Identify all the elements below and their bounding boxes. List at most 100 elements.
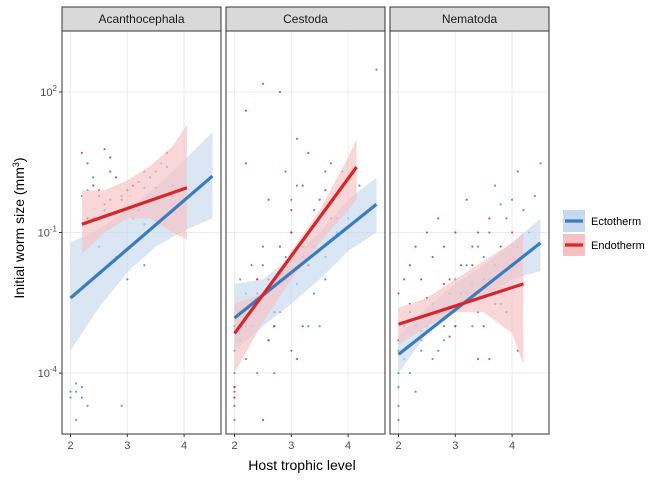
point-endotherm	[448, 335, 451, 338]
point-endotherm	[86, 162, 89, 165]
panel-nematoda: Nematoda 2 3 4	[389, 6, 550, 452]
point-ectotherm	[261, 264, 265, 267]
point-endotherm	[329, 162, 333, 165]
confidence-band-endotherm	[234, 138, 357, 373]
y-tick-label: 10-1	[38, 225, 58, 240]
y-axis-title: Initial worm size (mm3)	[11, 157, 27, 298]
point-ectotherm	[431, 357, 434, 361]
fit-line-endotherm	[398, 282, 524, 326]
point-ectotherm	[465, 264, 468, 267]
point-ectotherm	[126, 278, 129, 281]
point-endotherm	[442, 245, 446, 248]
point-endotherm	[267, 339, 270, 342]
x-axis-title: Host trophic level	[248, 457, 355, 473]
point-ectotherm	[86, 404, 89, 407]
panel-border	[225, 30, 386, 435]
point-ectotherm	[318, 325, 321, 328]
x-tick-label: 2	[231, 440, 237, 452]
point-endotherm	[403, 278, 406, 281]
point-endotherm	[256, 278, 259, 281]
point-endotherm	[488, 357, 491, 361]
point-endotherm	[250, 264, 253, 267]
panel-border	[389, 30, 550, 435]
point-ectotherm	[120, 404, 123, 407]
point-endotherm	[278, 245, 282, 248]
point-ectotherm	[397, 418, 400, 421]
point-endotherm	[476, 357, 480, 361]
y-axis-title-exponent: 3	[11, 162, 21, 167]
point-endotherm	[454, 325, 457, 328]
point-ectotherm	[375, 68, 378, 71]
point-ectotherm	[80, 386, 83, 389]
point-endotherm	[244, 162, 247, 165]
point-endotherm	[448, 278, 451, 281]
legend-label-endotherm: Endotherm	[591, 240, 645, 252]
facet-strip	[225, 6, 386, 32]
point-ectotherm	[244, 357, 247, 361]
point-ectotherm	[516, 170, 519, 173]
point-ectotherm	[312, 292, 316, 295]
x-tick-label: 3	[288, 440, 294, 452]
point-ectotherm	[437, 349, 440, 352]
point-endotherm	[397, 292, 400, 295]
point-ectotherm	[397, 371, 400, 375]
x-tick-label: 2	[67, 440, 73, 452]
point-endotherm	[471, 245, 474, 248]
point-ectotherm	[488, 231, 491, 234]
point-ectotherm	[295, 184, 299, 187]
y-axis-title-prefix: Initial worm size (	[11, 190, 27, 298]
point-ectotherm	[442, 325, 446, 328]
point-endotherm	[284, 170, 287, 173]
point-ectotherm	[471, 325, 474, 328]
panel-acanthocephala: Acanthocephala 2 3 4	[61, 6, 222, 452]
facet-panels: Acanthocephala 2 3 4 Cestoda 2 3 4 Nematoda 2 3 4	[61, 6, 550, 452]
gridlines	[390, 31, 549, 434]
point-endotherm	[80, 151, 83, 155]
fit-line-endotherm	[233, 166, 358, 335]
x-tick-label: 4	[181, 440, 187, 452]
point-ectotherm	[92, 176, 95, 179]
point-ectotherm	[75, 382, 78, 385]
point-endotherm	[267, 198, 270, 201]
x-tick-label: 4	[509, 440, 515, 452]
x-tick-label: 4	[345, 440, 351, 452]
point-endotherm	[290, 209, 293, 212]
point-ectotherm	[312, 209, 316, 212]
point-ectotherm	[261, 245, 265, 248]
point-ectotherm	[358, 184, 361, 187]
point-endotherm	[510, 231, 514, 234]
point-endotherm	[290, 231, 293, 234]
point-ectotherm	[420, 349, 423, 352]
point-endotherm	[488, 217, 491, 220]
point-endotherm	[408, 264, 411, 267]
point-ectotherm	[493, 184, 497, 187]
point-ectotherm	[397, 404, 400, 407]
point-endotherm	[261, 418, 265, 421]
point-ectotherm	[442, 339, 446, 342]
point-ectotherm	[256, 371, 259, 375]
point-ectotherm	[233, 371, 236, 375]
legend: Ectotherm Endotherm	[563, 210, 645, 256]
point-ectotherm	[69, 396, 72, 399]
point-endotherm	[476, 231, 480, 234]
point-endotherm	[295, 357, 299, 361]
x-tick-label: 3	[452, 440, 458, 452]
point-endotherm	[324, 170, 327, 173]
facet-strip-label: Nematoda	[442, 12, 498, 26]
point-ectotherm	[397, 386, 400, 389]
point-ectotherm	[75, 418, 78, 421]
point-endotherm	[324, 189, 327, 192]
x-tick-label: 3	[124, 440, 130, 452]
point-ectotherm	[290, 349, 293, 352]
point-ectotherm	[75, 390, 78, 393]
fit-line-ectotherm	[397, 241, 542, 356]
panel-cestoda: Cestoda 2 3 4	[225, 6, 386, 452]
point-endotherm	[459, 264, 463, 267]
point-endotherm	[482, 325, 485, 328]
x-tick-label: 2	[395, 440, 401, 452]
point-ectotherm	[324, 278, 327, 281]
point-ectotherm	[143, 264, 146, 267]
point-endotherm	[471, 264, 474, 267]
point-endotherm	[431, 255, 434, 259]
point-endotherm	[109, 170, 112, 173]
